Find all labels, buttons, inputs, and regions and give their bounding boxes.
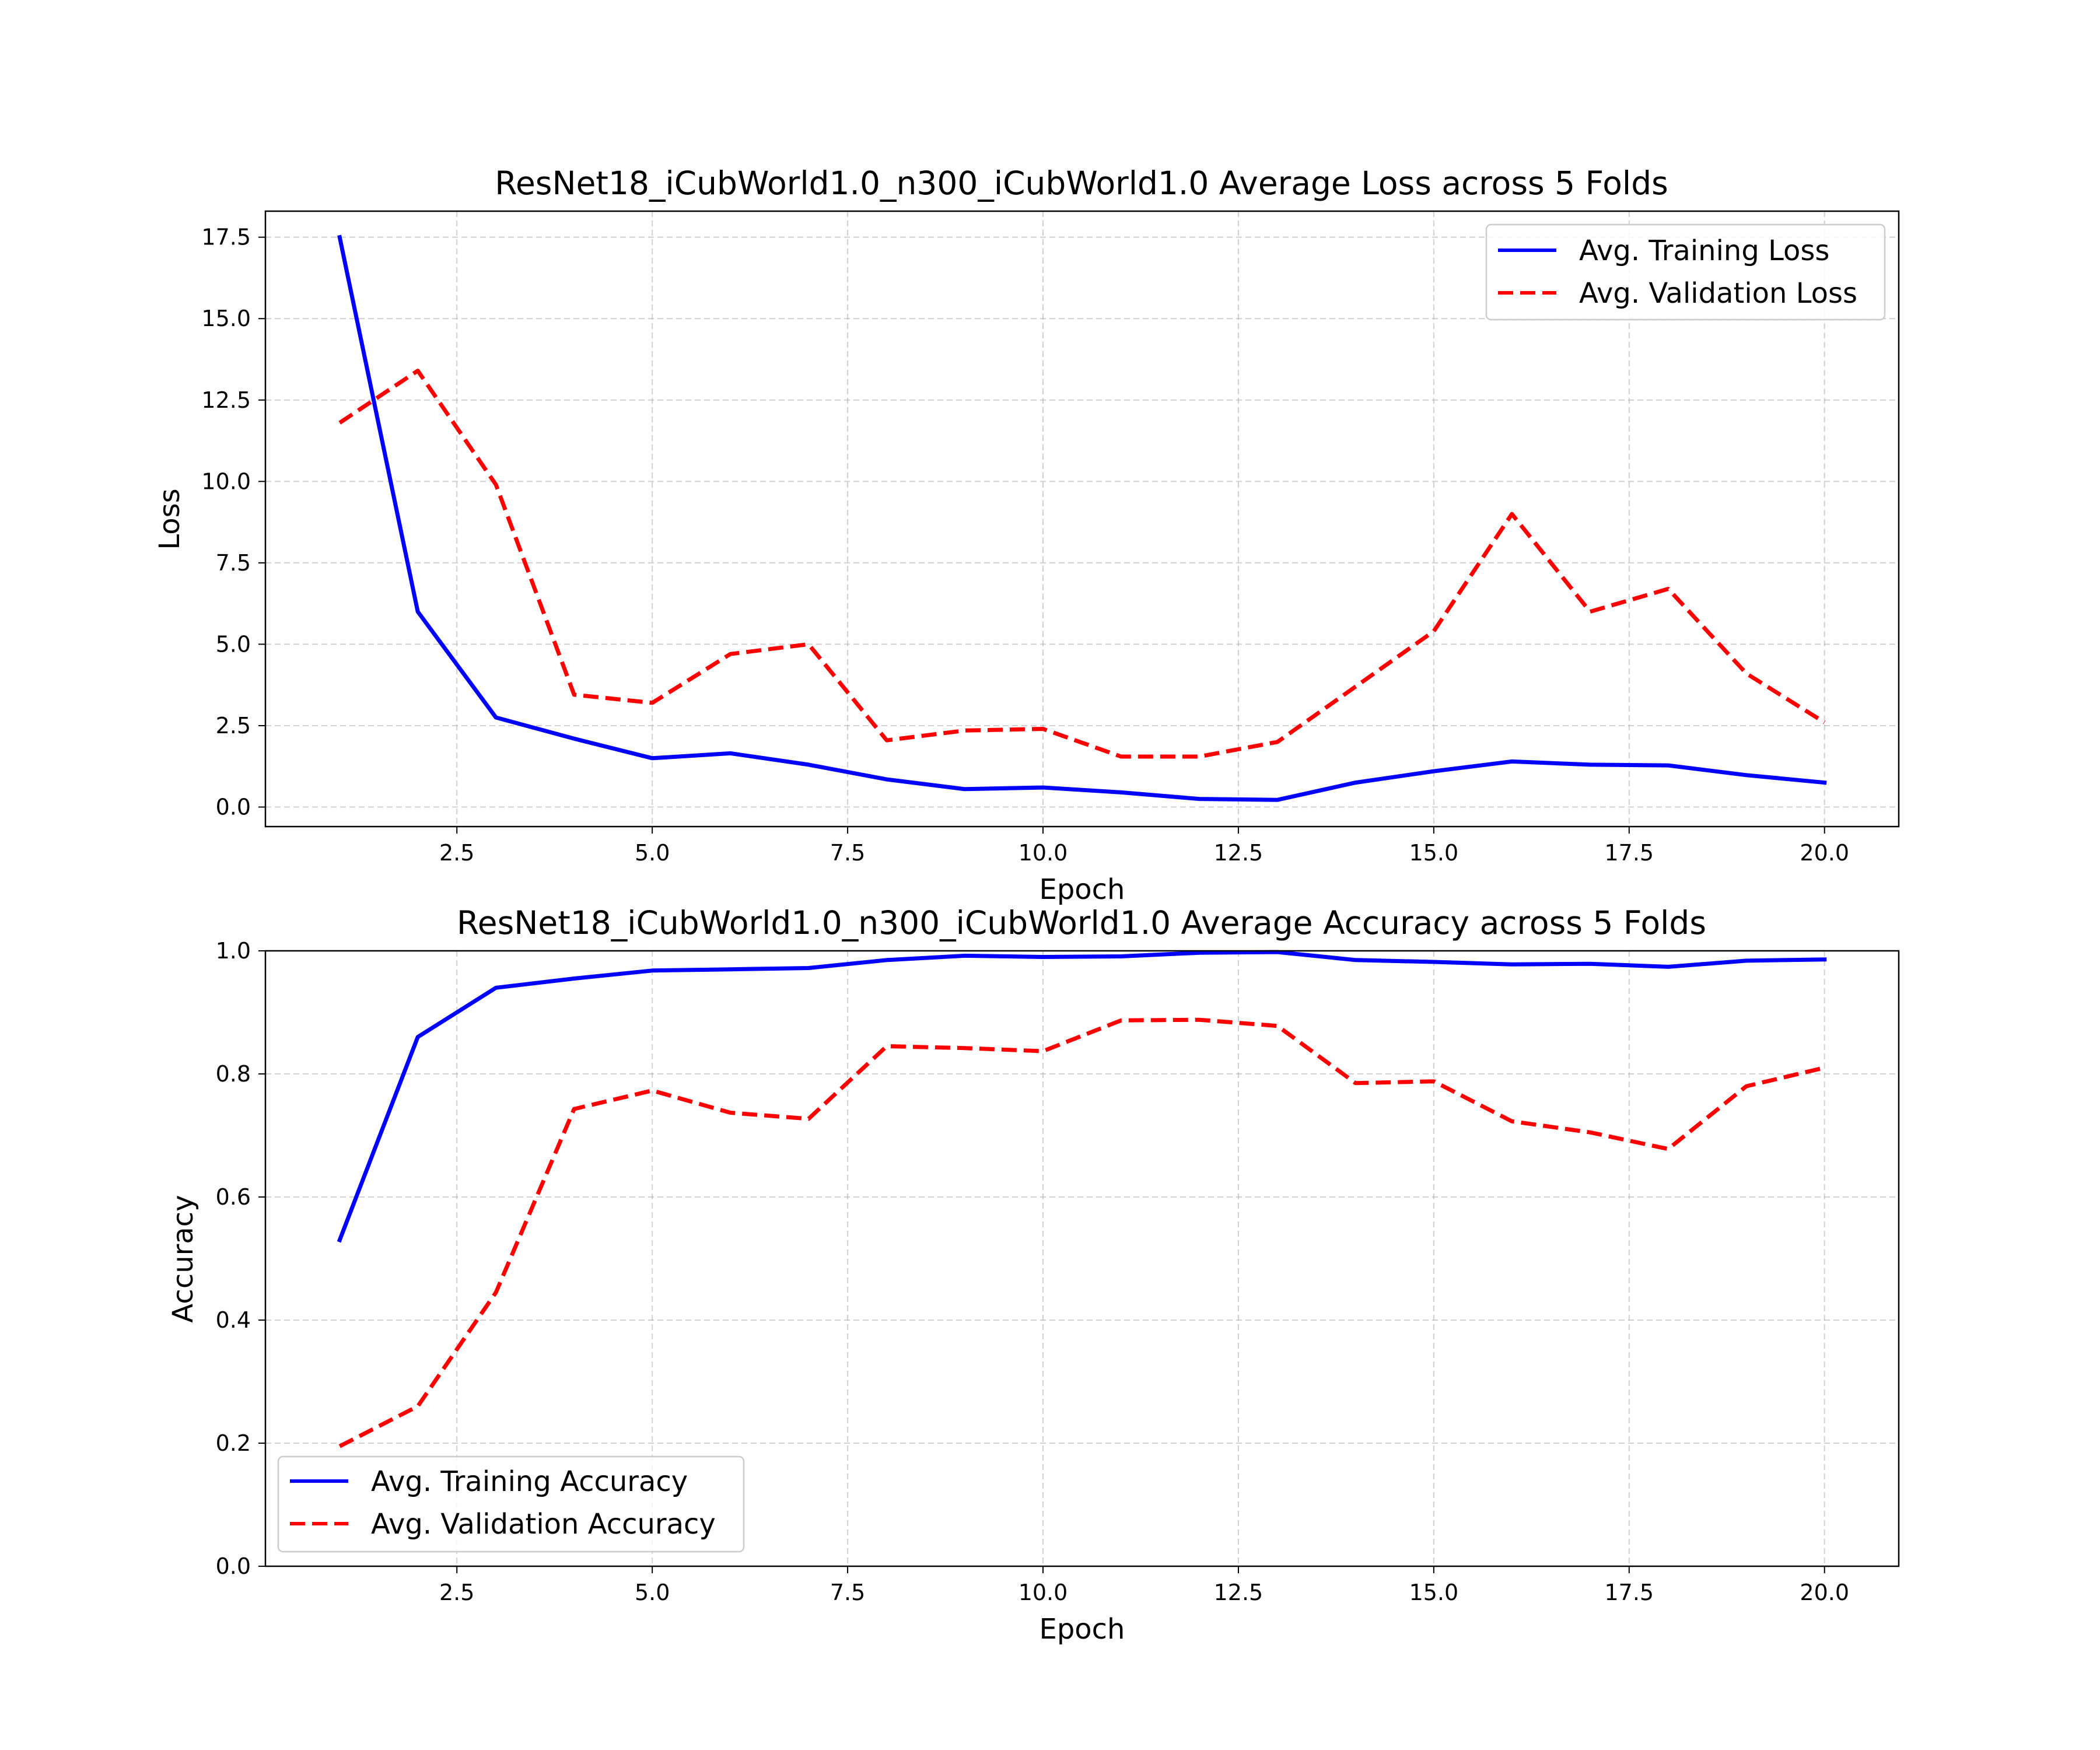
loss-legend-training-label: Avg. Training Loss [1579, 235, 1829, 267]
loss-x-tick-label: 10.0 [1019, 840, 1068, 866]
accuracy-x-tick-label: 12.5 [1214, 1580, 1264, 1605]
accuracy-chart-title: ResNet18_iCubWorld1.0_n300_iCubWorld1.0 … [457, 904, 1706, 942]
accuracy-legend: Avg. Training Accuracy Avg. Validation A… [277, 1455, 745, 1553]
loss-y-tick-label: 7.5 [216, 550, 251, 576]
loss-series-validation-line [338, 369, 1826, 759]
accuracy-plot-frame [264, 950, 1900, 1567]
accuracy-series-training-line [337, 950, 1827, 1243]
loss-series-lines [337, 235, 1827, 802]
loss-y-tick-label: 2.5 [216, 713, 251, 738]
accuracy-chart: ResNet18_iCubWorld1.0_n300_iCubWorld1.0 … [167, 904, 1900, 1646]
accuracy-y-tick-label: 0.2 [216, 1430, 251, 1456]
accuracy-x-axis: 2.5 5.0 7.5 10.0 12.5 15.0 17.5 20.0 [439, 1566, 1849, 1605]
accuracy-x-tick-label: 10.0 [1019, 1580, 1068, 1605]
loss-y-axis-label: Loss [153, 488, 186, 550]
loss-x-tick-label: 20.0 [1800, 840, 1849, 866]
accuracy-y-tick-label: 1.0 [216, 938, 251, 964]
accuracy-x-tick-label: 15.0 [1409, 1580, 1459, 1605]
accuracy-y-axis-label: Accuracy [167, 1195, 200, 1322]
loss-x-tick-label: 17.5 [1604, 840, 1654, 866]
loss-y-axis: 0.0 2.5 5.0 7.5 10.0 12.5 15.0 17.5 [201, 225, 265, 820]
accuracy-x-tick-label: 17.5 [1604, 1580, 1654, 1605]
accuracy-legend-training-label: Avg. Training Accuracy [371, 1465, 688, 1498]
loss-y-tick-label: 0.0 [216, 794, 251, 820]
accuracy-series-lines [337, 950, 1827, 1448]
loss-x-tick-label: 2.5 [439, 840, 474, 866]
accuracy-y-tick-label: 0.6 [216, 1184, 251, 1210]
accuracy-x-tick-label: 7.5 [830, 1580, 865, 1605]
loss-chart: ResNet18_iCubWorld1.0_n300_iCubWorld1.0 … [153, 164, 1900, 906]
loss-x-tick-label: 7.5 [830, 840, 865, 866]
loss-legend-validation-label: Avg. Validation Loss [1579, 277, 1857, 310]
accuracy-y-tick-label: 0.8 [216, 1061, 251, 1087]
loss-y-tick-label: 15.0 [201, 306, 251, 331]
accuracy-series-validation-line [338, 1017, 1825, 1448]
accuracy-y-tick-label: 0.4 [216, 1307, 251, 1333]
accuracy-x-tick-label: 5.0 [635, 1580, 670, 1605]
accuracy-legend-box [277, 1455, 745, 1553]
loss-x-axis-label: Epoch [1040, 873, 1125, 906]
loss-gridlines [265, 211, 1899, 827]
loss-x-tick-label: 5.0 [635, 840, 670, 866]
loss-chart-title: ResNet18_iCubWorld1.0_n300_iCubWorld1.0 … [495, 164, 1668, 202]
loss-series-training-line [337, 235, 1827, 802]
loss-x-axis: 2.5 5.0 7.5 10.0 12.5 15.0 17.5 20.0 [439, 827, 1849, 866]
loss-x-tick-label: 12.5 [1214, 840, 1264, 866]
loss-y-tick-label: 5.0 [216, 631, 251, 657]
loss-y-tick-label: 12.5 [201, 387, 251, 413]
loss-y-tick-label: 17.5 [201, 225, 251, 250]
loss-x-tick-label: 15.0 [1409, 840, 1459, 866]
loss-plot-frame [264, 210, 1900, 828]
loss-legend: Avg. Training Loss Avg. Validation Loss [1485, 223, 1886, 321]
loss-y-tick-label: 10.0 [201, 468, 251, 494]
accuracy-y-axis: 0.0 0.2 0.4 0.6 0.8 1.0 [216, 938, 265, 1579]
accuracy-x-tick-label: 2.5 [439, 1580, 474, 1605]
accuracy-legend-validation-label: Avg. Validation Accuracy [371, 1508, 716, 1541]
loss-legend-box [1485, 223, 1886, 321]
accuracy-x-axis-label: Epoch [1040, 1613, 1125, 1646]
accuracy-y-tick-label: 0.0 [216, 1553, 251, 1579]
accuracy-x-tick-label: 20.0 [1800, 1580, 1849, 1605]
